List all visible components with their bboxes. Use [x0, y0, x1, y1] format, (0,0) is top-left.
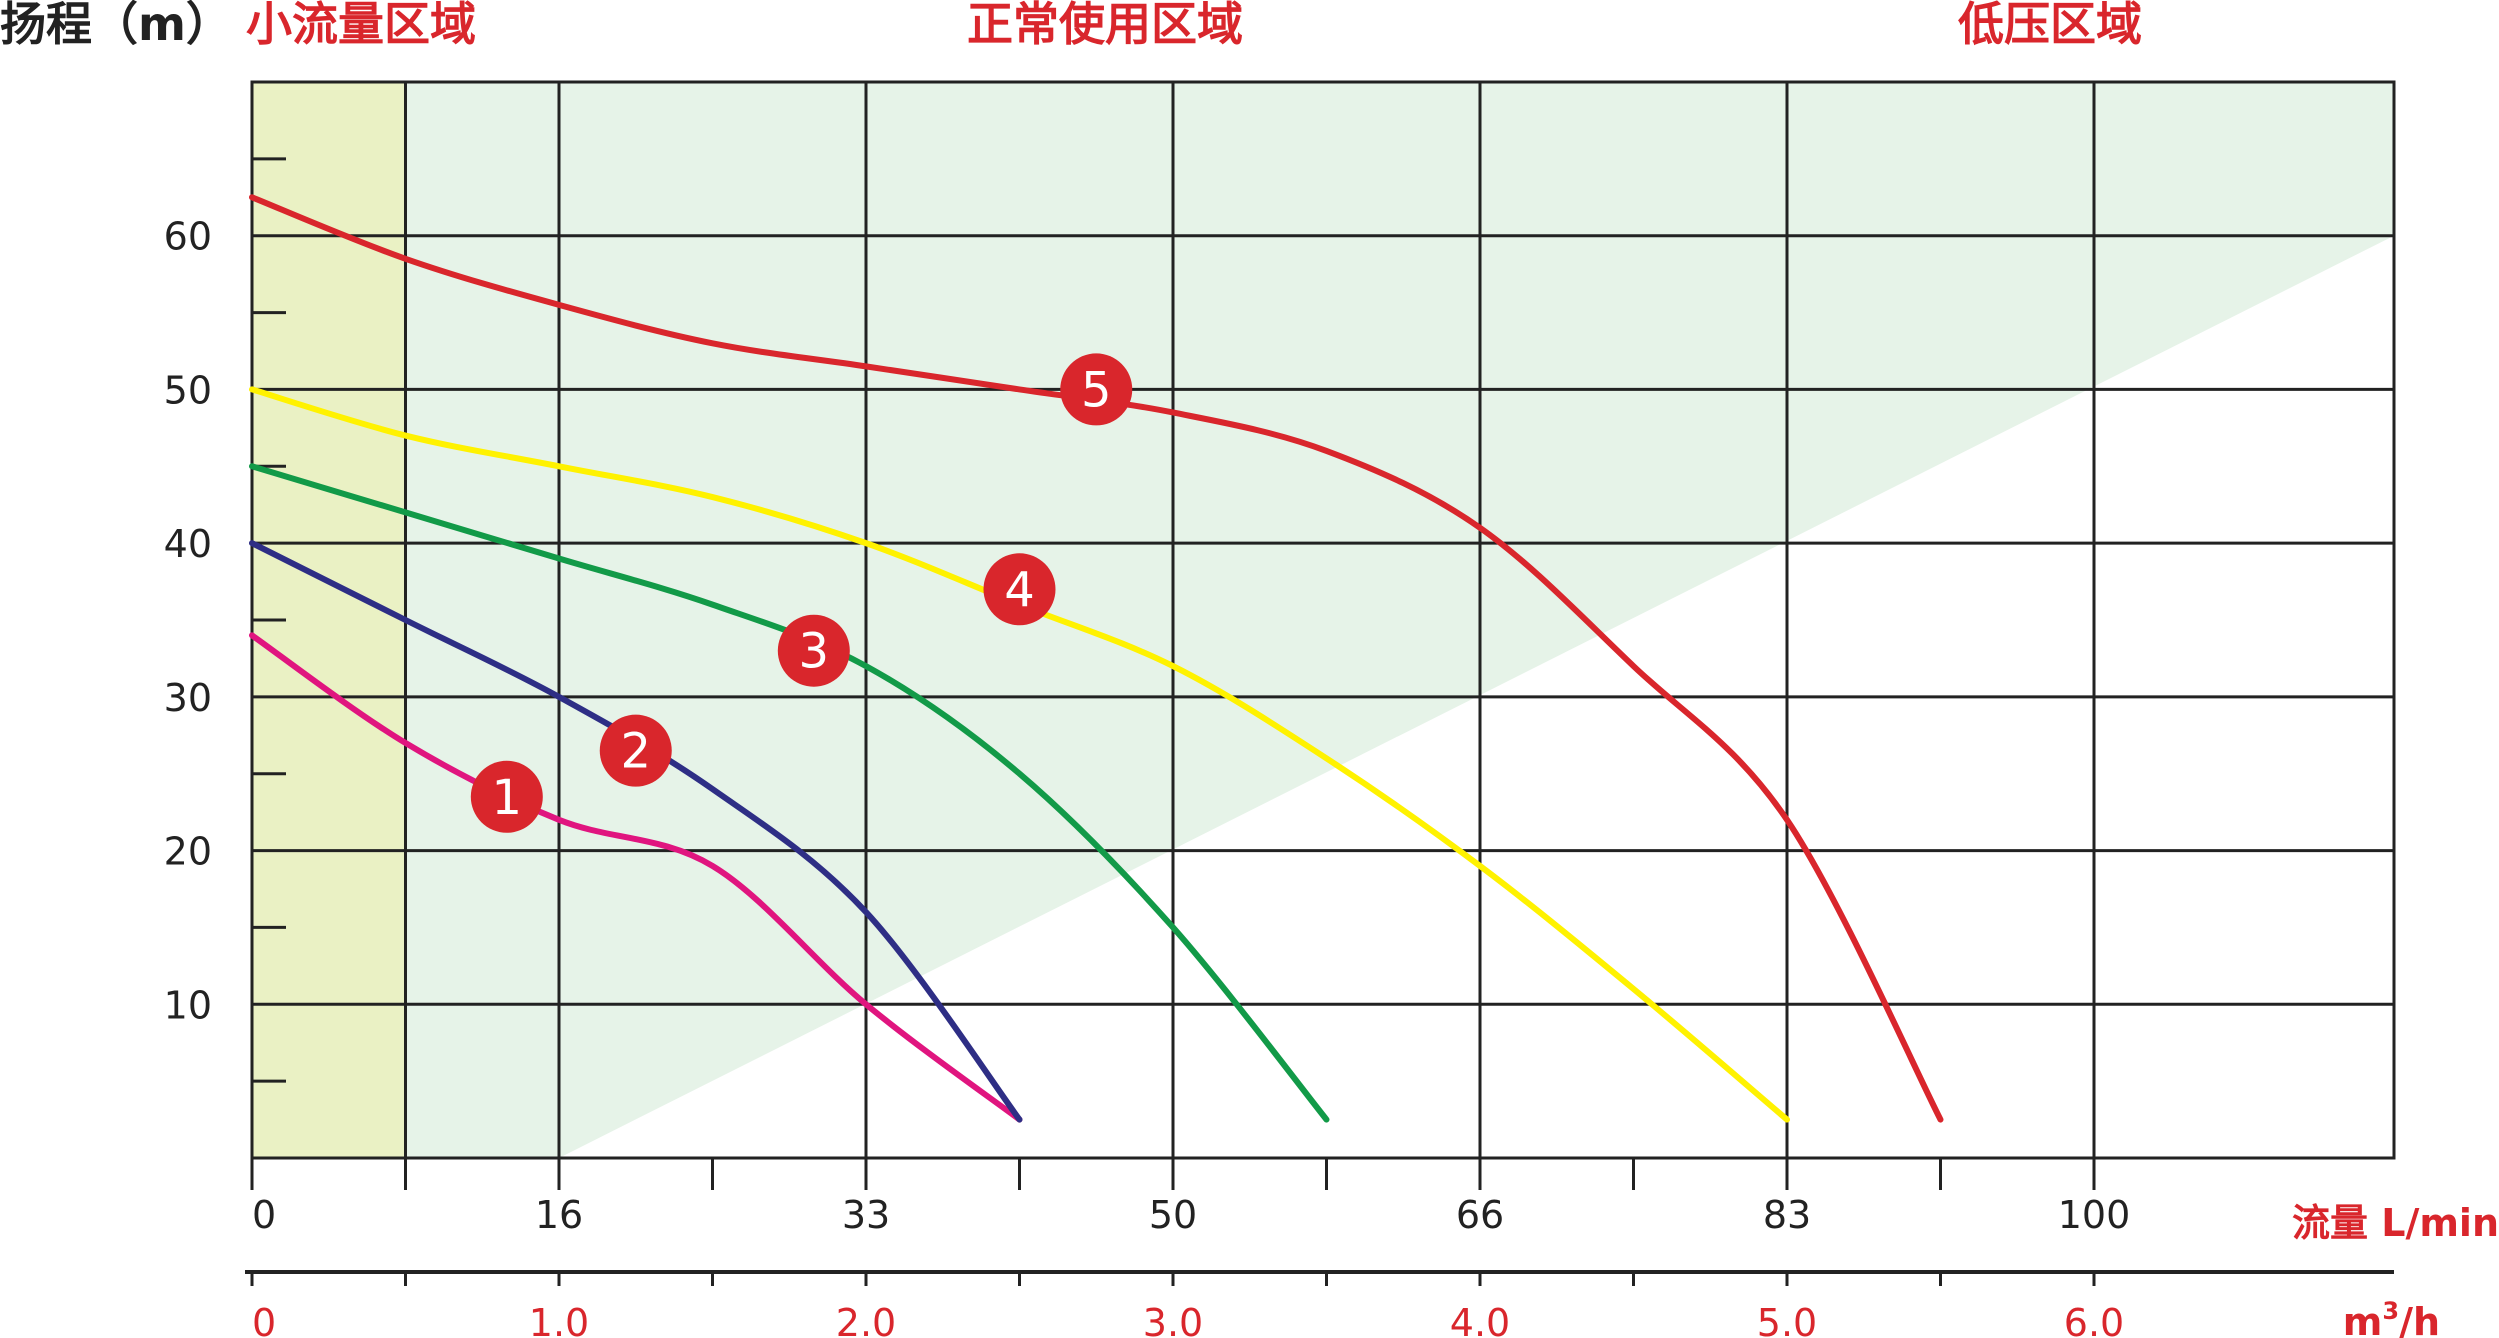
- marker-layer: 1 2 3 4 5: [470, 353, 1133, 833]
- x-tick-label-m3h: 0: [252, 1301, 276, 1338]
- x-tick-label-lmin: 100: [2058, 1193, 2131, 1237]
- y-axis-title: 扬程（m）: [0, 0, 232, 51]
- x-tick-label-lmin: 0: [252, 1193, 276, 1237]
- x-tick-label-lmin: 83: [1763, 1193, 1811, 1237]
- y-tick-label: 20: [164, 830, 212, 874]
- series-marker-5: [1060, 353, 1133, 426]
- y-tick-label: 10: [164, 983, 212, 1027]
- x-tick-label-m3h: 2.0: [836, 1301, 896, 1338]
- y-tick-label: 40: [164, 522, 212, 566]
- x-unit-primary-label: 流量 L/min: [2292, 1201, 2499, 1245]
- series-marker-label-1: 1: [492, 770, 523, 826]
- zone-title-low-pressure: 低压区域: [1958, 0, 2142, 51]
- series-marker-2: [599, 714, 672, 787]
- series-marker-label-5: 5: [1081, 362, 1112, 418]
- y-tick-label: 50: [164, 368, 212, 412]
- zone-title-normal: 正常使用区域: [967, 0, 1243, 51]
- x-tick-label-lmin: 50: [1149, 1193, 1197, 1237]
- x-tick-label-m3h: 5.0: [1757, 1301, 1817, 1338]
- x-tick-label-lmin: 33: [842, 1193, 890, 1237]
- x-tick-label-m3h: 1.0: [529, 1301, 589, 1338]
- x-tick-label-lmin: 16: [535, 1193, 583, 1237]
- grid-layer: [250, 80, 2396, 1160]
- x-unit-secondary-label: m3/h: [2343, 1297, 2440, 1338]
- x-unit-secondary-sup: 3: [2382, 1297, 2399, 1325]
- x-tick-label-m3h: 3.0: [1143, 1301, 1203, 1338]
- x-unit-secondary-base: m: [2343, 1300, 2383, 1338]
- y-tick-label: 60: [164, 215, 212, 259]
- series-line-1: [249, 632, 1023, 1123]
- x-tick-label-m3h: 4.0: [1450, 1301, 1510, 1338]
- series-marker-label-4: 4: [1004, 562, 1035, 618]
- x-tick-label-m3h: 6.0: [2064, 1301, 2124, 1338]
- x-tick-label-lmin: 66: [1456, 1193, 1504, 1237]
- series-marker-3: [777, 614, 850, 687]
- y-tick-label: 30: [164, 676, 212, 720]
- series-marker-4: [983, 553, 1056, 626]
- series-marker-label-2: 2: [620, 724, 651, 780]
- zones-layer: [252, 82, 2394, 1158]
- x-unit-secondary-tail: /h: [2399, 1300, 2440, 1338]
- series-marker-1: [470, 760, 543, 833]
- zone-title-low-flow: 小流量区域: [246, 0, 476, 51]
- zone-bg-normal: [405, 82, 2394, 1158]
- axis-layer: 10 20 30 40 50 60 0 0 16 1.0 33 2.0 50 3.0 66 4.0 83 5.0 1…: [164, 157, 2394, 1338]
- series-line-5: [249, 194, 1944, 1123]
- series-marker-label-3: 3: [799, 624, 830, 680]
